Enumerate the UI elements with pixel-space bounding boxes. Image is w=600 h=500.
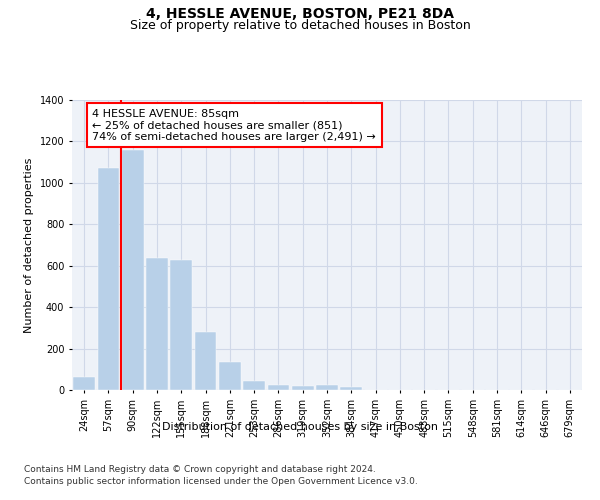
Bar: [194, 332, 217, 390]
Text: 4 HESSLE AVENUE: 85sqm
← 25% of detached houses are smaller (851)
74% of semi-de: 4 HESSLE AVENUE: 85sqm ← 25% of detached…: [92, 108, 376, 142]
Y-axis label: Number of detached properties: Number of detached properties: [24, 158, 34, 332]
Text: Contains HM Land Registry data © Crown copyright and database right 2024.: Contains HM Land Registry data © Crown c…: [24, 465, 376, 474]
Text: Size of property relative to detached houses in Boston: Size of property relative to detached ho…: [130, 19, 470, 32]
Bar: [97, 168, 119, 390]
Bar: [243, 380, 265, 390]
Text: Distribution of detached houses by size in Boston: Distribution of detached houses by size …: [162, 422, 438, 432]
Bar: [340, 387, 362, 390]
Bar: [146, 258, 168, 390]
Bar: [122, 150, 143, 390]
Bar: [219, 362, 241, 390]
Bar: [73, 377, 95, 390]
Bar: [316, 386, 338, 390]
Text: Contains public sector information licensed under the Open Government Licence v3: Contains public sector information licen…: [24, 478, 418, 486]
Bar: [268, 386, 289, 390]
Bar: [170, 260, 192, 390]
Bar: [292, 386, 314, 390]
Text: 4, HESSLE AVENUE, BOSTON, PE21 8DA: 4, HESSLE AVENUE, BOSTON, PE21 8DA: [146, 8, 454, 22]
